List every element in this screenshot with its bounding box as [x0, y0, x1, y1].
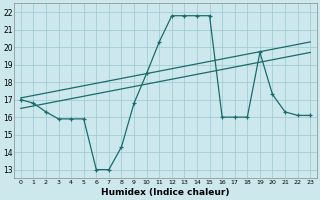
X-axis label: Humidex (Indice chaleur): Humidex (Indice chaleur): [101, 188, 230, 197]
